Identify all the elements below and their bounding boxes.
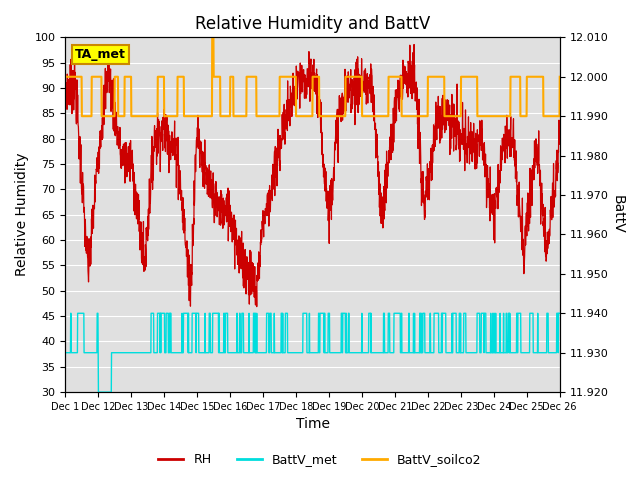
Y-axis label: BattV: BattV [611, 195, 625, 234]
Legend: RH, BattV_met, BattV_soilco2: RH, BattV_met, BattV_soilco2 [154, 448, 486, 471]
Text: TA_met: TA_met [75, 48, 126, 61]
Y-axis label: Relative Humidity: Relative Humidity [15, 153, 29, 276]
X-axis label: Time: Time [296, 418, 330, 432]
Title: Relative Humidity and BattV: Relative Humidity and BattV [195, 15, 430, 33]
